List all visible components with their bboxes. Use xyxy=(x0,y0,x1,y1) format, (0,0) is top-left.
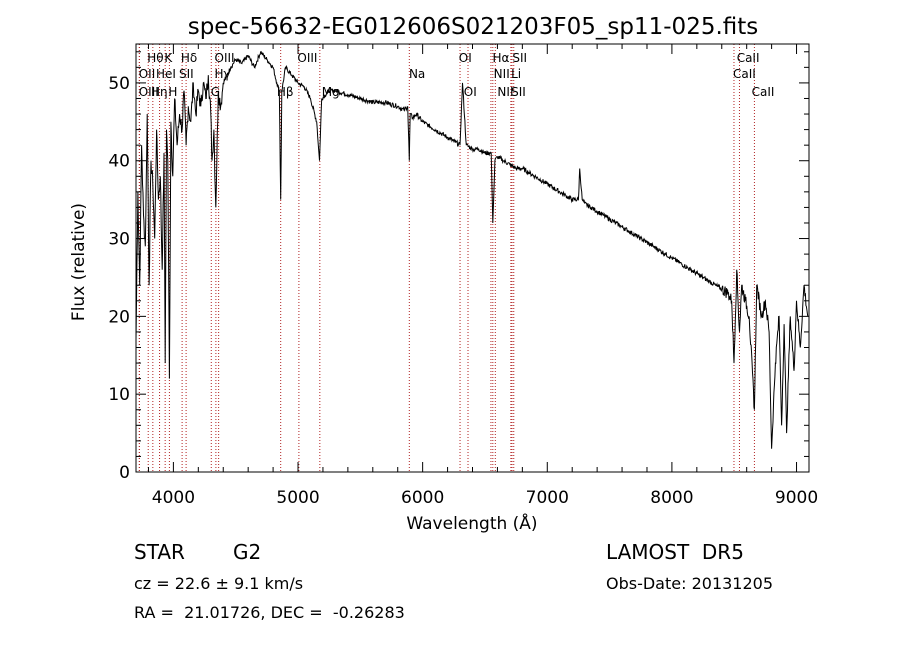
line-label-top-2: Hδ xyxy=(181,51,197,65)
line-label-mid-7: CaII xyxy=(733,67,756,81)
line-label-mid-6: Li xyxy=(511,67,521,81)
line-label-low-4: Hβ xyxy=(277,85,294,99)
line-label-mid-4: Na xyxy=(409,67,425,81)
plot-frame xyxy=(135,43,810,473)
object-class: STAR xyxy=(134,540,185,564)
y-tick-label-4: 40 xyxy=(108,152,130,172)
x-tick-label-4: 8000 xyxy=(650,488,693,508)
y-tick-label-0: 0 xyxy=(119,463,130,483)
line-label-low-2: H xyxy=(168,85,177,99)
y-tick-label-2: 20 xyxy=(108,307,130,327)
survey-release: LAMOST DR5 xyxy=(606,540,744,564)
line-label-low-6: OI xyxy=(464,85,477,99)
line-label-mid-0: OII xyxy=(139,67,156,81)
line-label-top-3: OIII xyxy=(215,51,235,65)
line-label-low-3: G xyxy=(211,85,220,99)
redshift-velocity: cz = 22.6 ± 9.1 km/s xyxy=(134,574,304,593)
line-label-top-6: Hα xyxy=(492,51,509,65)
line-label-mid-2: SII xyxy=(179,67,194,81)
y-axis-ticks: 0 10 20 30 40 50 xyxy=(108,51,809,483)
line-label-mid-3: Hγ xyxy=(215,67,231,81)
sky-coordinates: RA = 21.01726, DEC = -0.26283 xyxy=(134,603,405,622)
reference-lines xyxy=(138,44,755,472)
y-tick-label-3: 30 xyxy=(108,230,130,250)
x-axis-label: Wavelength (Å) xyxy=(406,512,537,534)
x-tick-label-2: 6000 xyxy=(401,488,444,508)
spectrum-series-line xyxy=(135,50,809,449)
x-tick-label-5: 9000 xyxy=(775,488,818,508)
observation-date: Obs-Date: 20131205 xyxy=(606,574,774,593)
line-label-low-8: SII xyxy=(511,85,526,99)
x-tick-label-0: 4000 xyxy=(152,488,195,508)
x-axis-ticks: 4000 5000 6000 7000 8000 9000 xyxy=(147,44,818,508)
line-label-low-9: CaII xyxy=(752,85,775,99)
x-tick-label-1: 5000 xyxy=(276,488,319,508)
line-label-top-4: OIII xyxy=(297,51,317,65)
object-subclass: G2 xyxy=(233,540,262,564)
chart-title: spec-56632-EG012606S021203F05_sp11-025.f… xyxy=(188,14,759,40)
line-label-top-0: Hθ xyxy=(147,51,163,65)
x-tick-label-3: 7000 xyxy=(526,488,569,508)
y-tick-label-1: 10 xyxy=(108,385,130,405)
line-label-low-1: Hη xyxy=(151,85,168,99)
line-label-top-8: CaII xyxy=(737,51,760,65)
line-label-top-5: OI xyxy=(459,51,472,65)
y-tick-label-5: 50 xyxy=(108,74,130,94)
line-label-low-7: NII xyxy=(497,85,513,99)
line-label-low-0: OIII xyxy=(139,85,159,99)
line-label-mid-5: NII xyxy=(494,67,510,81)
line-label-top-7: SII xyxy=(512,51,527,65)
line-label-mid-1: HeI xyxy=(156,67,176,81)
line-label-top-1: K xyxy=(164,51,173,65)
y-axis-label: Flux (relative) xyxy=(69,203,89,321)
